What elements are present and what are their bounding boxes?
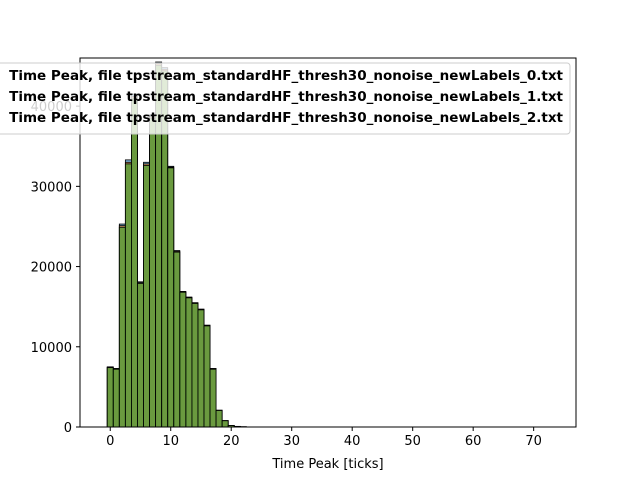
histogram-bar (215, 410, 223, 428)
x-tick-label: 0 (106, 434, 114, 449)
histogram-bar (167, 167, 175, 428)
histogram-bar (221, 420, 229, 428)
histogram-bar (137, 283, 144, 428)
histogram-bar (112, 368, 120, 428)
histogram-bars (106, 61, 247, 428)
histogram-bar (124, 163, 132, 428)
x-axis-label: Time Peak [ticks] (271, 457, 383, 472)
x-tick-label: 30 (283, 434, 300, 449)
y-tick-label: 30000 (31, 180, 72, 195)
x-tick-label: 70 (525, 434, 542, 449)
x-tick-label: 20 (223, 434, 240, 449)
legend: Time Peak, file tpstream_standardHF_thre… (0, 62, 571, 135)
histogram-bar (118, 226, 126, 428)
y-tick-label: 10000 (31, 341, 72, 356)
x-tick-label: 60 (465, 434, 482, 449)
x-tick-label: 50 (404, 434, 421, 449)
histogram-bar (143, 165, 150, 428)
histogram-bar (106, 367, 114, 428)
histogram-bar (185, 297, 193, 428)
x-tick-label: 10 (162, 434, 179, 449)
y-tick-label: 0 (64, 421, 72, 436)
legend-entry: Time Peak, file tpstream_standardHF_thre… (9, 110, 563, 126)
y-tick-label: 20000 (31, 261, 72, 276)
x-axis-ticks: 0 10 20 30 40 50 60 70 (106, 427, 542, 449)
y-axis-ticks: 010000200003000040000 (31, 100, 80, 436)
histogram-bar (191, 303, 199, 428)
histogram-bar (203, 325, 211, 428)
histogram-bar (179, 291, 187, 428)
plot-frame (79, 57, 577, 428)
histogram-bar (131, 97, 138, 428)
legend-box (0, 62, 571, 135)
histogram-bar (209, 368, 217, 428)
legend-entry: Time Peak, file tpstream_standardHF_thre… (9, 89, 563, 105)
x-tick-label: 40 (344, 434, 361, 449)
legend-entry: Time Peak, file tpstream_standardHF_thre… (9, 68, 563, 84)
histogram-bar (173, 251, 181, 428)
histogram-bar (197, 309, 205, 428)
histogram-bar (149, 117, 157, 428)
